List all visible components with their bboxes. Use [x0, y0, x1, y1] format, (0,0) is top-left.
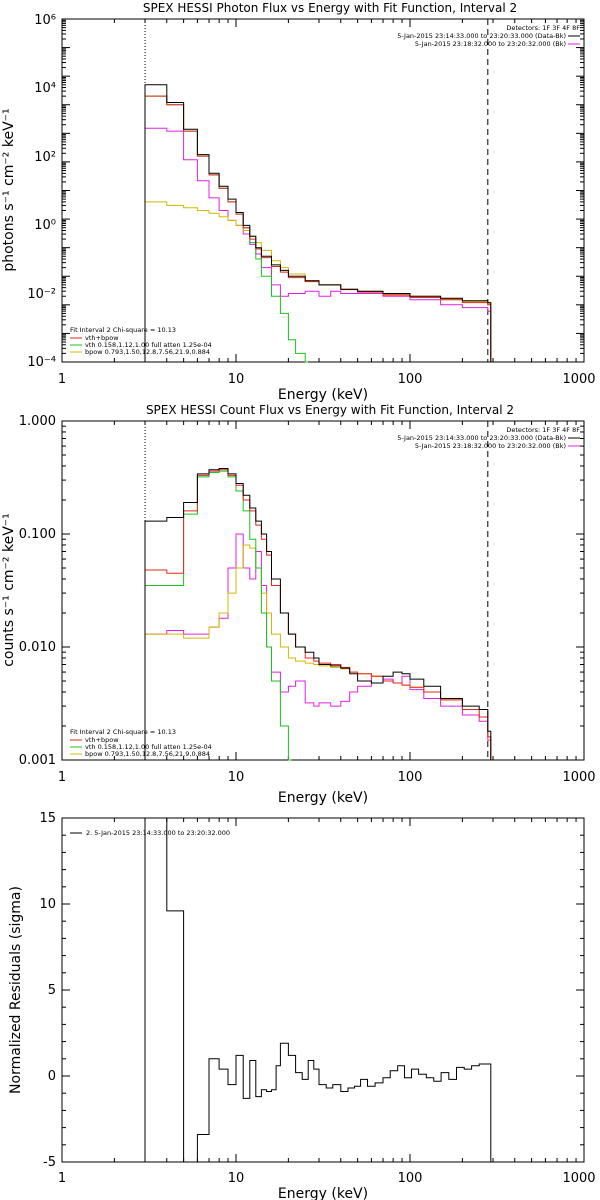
count-series-vth: [144, 470, 292, 761]
count-x-axis-label: Energy (keV): [278, 790, 368, 806]
photon-series-vth: [144, 95, 309, 363]
photon-series-vth-bpow: [144, 95, 492, 362]
photon-y-tick: 10⁰: [34, 218, 56, 233]
photon-plot-area: [61, 19, 584, 363]
photon-series-data-bk: [144, 84, 492, 362]
photon-fit-legend-line: vth 0.158,1.12,1.00 full atten 1.25e-04: [85, 341, 212, 349]
count-header-line: 5-Jan-2015 23:18:32.000 to 23:20:32.000 …: [415, 442, 566, 450]
count-plot-frame: [61, 420, 585, 761]
residuals-panel: -5 0 5 10 15 1 10 100 1000 Energy (keV) …: [8, 811, 596, 1200]
residuals-x-axis-label: Energy (keV): [278, 1186, 368, 1200]
photon-fit-legend-line: bpow 0.793,1.50,12.8,7.56,21.9,0.884: [85, 348, 210, 356]
photon-flux-panel: SPEX HESSI Photon Flux vs Energy with Fi…: [1, 1, 596, 403]
photon-header-line: 5-Jan-2015 23:18:32.000 to 23:20:32.000 …: [415, 40, 566, 48]
photon-y-tick: 10⁻²: [27, 287, 56, 302]
residuals-x-tick: 10: [228, 1171, 245, 1186]
photon-header-line: Detectors: 1F 3F 4F 8F: [506, 24, 580, 32]
count-series-bpow: [144, 544, 492, 760]
count-y-axis-label: counts s⁻¹ cm⁻² keV⁻¹: [1, 513, 17, 667]
count-fit-legend-line: vth 0.158,1.12,1.00 full atten 1.25e-04: [85, 743, 212, 751]
photon-x-tick: 100: [398, 372, 423, 387]
photon-x-axis-label: Energy (keV): [278, 387, 368, 403]
count-series-bk: [144, 533, 492, 760]
photon-fit-legend-line: Fit Interval 2 Chi-square = 10.13: [70, 326, 176, 334]
residuals-y-tick: -5: [43, 1155, 56, 1170]
residuals-y-tick: 10: [39, 897, 56, 912]
count-flux-panel: SPEX HESSI Count Flux vs Energy with Fit…: [1, 403, 596, 806]
photon-header-line: 5-Jan-2015 23:14:33.000 to 23:20:33.000 …: [397, 32, 566, 40]
residuals-legend-line: 2. 5-Jan-2015 23:14:33.000 to 23:20:32.0…: [86, 829, 230, 837]
photon-plot-frame: [61, 18, 585, 363]
count-fit-legend-line: vth+bpow: [85, 736, 119, 744]
residuals-y-axis-label: Normalized Residuals (sigma): [8, 886, 24, 1094]
residuals-plot-frame: [61, 817, 585, 1163]
count-plot-area: [61, 421, 584, 761]
count-header-line: Detectors: 1F 3F 4F 8F: [506, 426, 580, 434]
count-series-vth-bpow: [144, 469, 492, 760]
count-y-tick: 1.000: [19, 414, 56, 429]
count-x-tick: 1: [58, 770, 66, 785]
count-fit-legend-line: Fit Interval 2 Chi-square = 10.13: [70, 728, 176, 736]
count-y-tick: 0.010: [19, 640, 56, 655]
photon-y-axis-label: photons s⁻¹ cm⁻² keV⁻¹: [1, 108, 17, 271]
count-y-tick: 0.100: [19, 527, 56, 542]
residuals-series-residuals: [144, 817, 492, 1163]
residuals-x-tick: 1: [58, 1171, 66, 1186]
residuals-y-tick: 5: [48, 983, 56, 998]
count-x-tick: 10: [228, 770, 245, 785]
count-x-tick: 100: [398, 770, 423, 785]
photon-x-tick: 10: [228, 372, 245, 387]
photon-series-bk: [144, 127, 492, 362]
residuals-x-tick: 100: [398, 1171, 423, 1186]
count-fit-legend-line: bpow 0.793,1.50,12.8,7.56,21.9,0.884: [85, 750, 210, 758]
photon-y-tick: 10⁻⁴: [27, 355, 56, 370]
photon-fit-legend-line: vth+bpow: [85, 334, 119, 342]
count-series-data-bk: [144, 468, 492, 760]
photon-panel-title: SPEX HESSI Photon Flux vs Energy with Fi…: [143, 1, 517, 15]
photon-x-tick: 1: [58, 372, 66, 387]
residuals-y-tick: 0: [48, 1069, 56, 1084]
residuals-plot-area: [61, 817, 584, 1163]
residuals-x-tick: 1000: [562, 1171, 595, 1186]
count-panel-title: SPEX HESSI Count Flux vs Energy with Fit…: [146, 403, 514, 417]
photon-x-tick: 1000: [562, 372, 595, 387]
count-y-tick: 0.001: [19, 753, 56, 768]
residuals-y-tick: 15: [39, 811, 56, 826]
count-x-tick: 1000: [562, 770, 595, 785]
photon-y-tick: 10⁶: [34, 13, 56, 28]
count-header-line: 5-Jan-2015 23:14:33.000 to 23:20:33.000 …: [397, 434, 566, 442]
photon-y-tick: 10²: [34, 150, 56, 165]
photon-y-tick: 10⁴: [34, 81, 56, 96]
